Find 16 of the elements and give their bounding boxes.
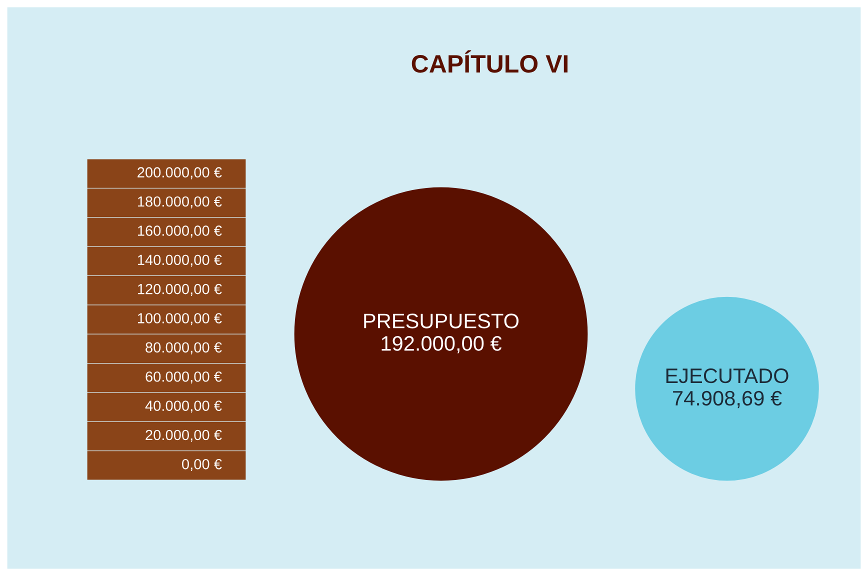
text: 80.000,00 € [146, 342, 222, 354]
text: 60.000,00 € [146, 371, 222, 384]
data-label: 74.908,69 € [673, 390, 782, 408]
text: CAPÍTULO VI [412, 50, 568, 73]
text: 140.000,00 € [138, 254, 222, 267]
text: 100.000,00 € [138, 313, 222, 326]
category-label: PRESUPUESTO [364, 314, 519, 328]
text: 200.000,00 € [138, 167, 222, 180]
category-label: EJECUTADO [666, 368, 788, 384]
text: 180.000,00 € [138, 196, 222, 208]
text: 20.000,00 € [146, 430, 222, 442]
text: 0,00 € [182, 458, 222, 472]
text: 120.000,00 € [138, 284, 222, 296]
text: 160.000,00 € [138, 226, 222, 238]
text: 40.000,00 € [145, 400, 222, 413]
data-label: 192.000,00 € [382, 336, 502, 354]
